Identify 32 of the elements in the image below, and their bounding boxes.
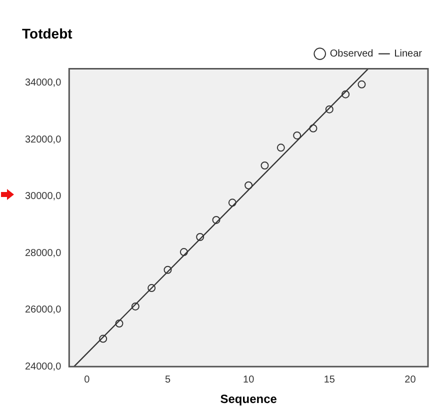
x-tick-label: 20 — [404, 374, 416, 386]
point — [325, 105, 334, 114]
chart-title: Totdebt — [22, 25, 73, 42]
y-tick-label: 34000,0 — [24, 78, 62, 89]
point — [164, 266, 172, 274]
point — [244, 181, 253, 190]
legend-label: Observed — [330, 48, 374, 60]
point — [293, 131, 302, 140]
y-tick-label: 30000,0 — [24, 191, 62, 202]
legend-label: Linear — [394, 48, 423, 60]
point — [99, 334, 108, 343]
x-axis-title: Sequence — [220, 392, 278, 406]
x-tick-label: 10 — [243, 374, 255, 386]
point — [309, 124, 318, 132]
y-tick-label: 32000,0 — [24, 134, 62, 146]
point — [196, 232, 204, 241]
point — [131, 302, 140, 310]
point — [180, 248, 188, 256]
y-tick-label: 24000,0 — [24, 361, 62, 372]
point — [212, 216, 220, 224]
point — [342, 90, 350, 98]
point — [228, 198, 236, 207]
point — [148, 284, 156, 292]
y-tick-label: 26000,0 — [24, 304, 62, 316]
point — [115, 319, 124, 328]
point — [260, 162, 269, 170]
y-tick-label: 28000,0 — [24, 248, 62, 259]
x-tick-label: 15 — [324, 374, 336, 386]
point — [358, 80, 366, 88]
point — [276, 144, 285, 152]
x-tick-label: 0 — [84, 374, 90, 386]
x-tick-label: 5 — [164, 374, 171, 386]
